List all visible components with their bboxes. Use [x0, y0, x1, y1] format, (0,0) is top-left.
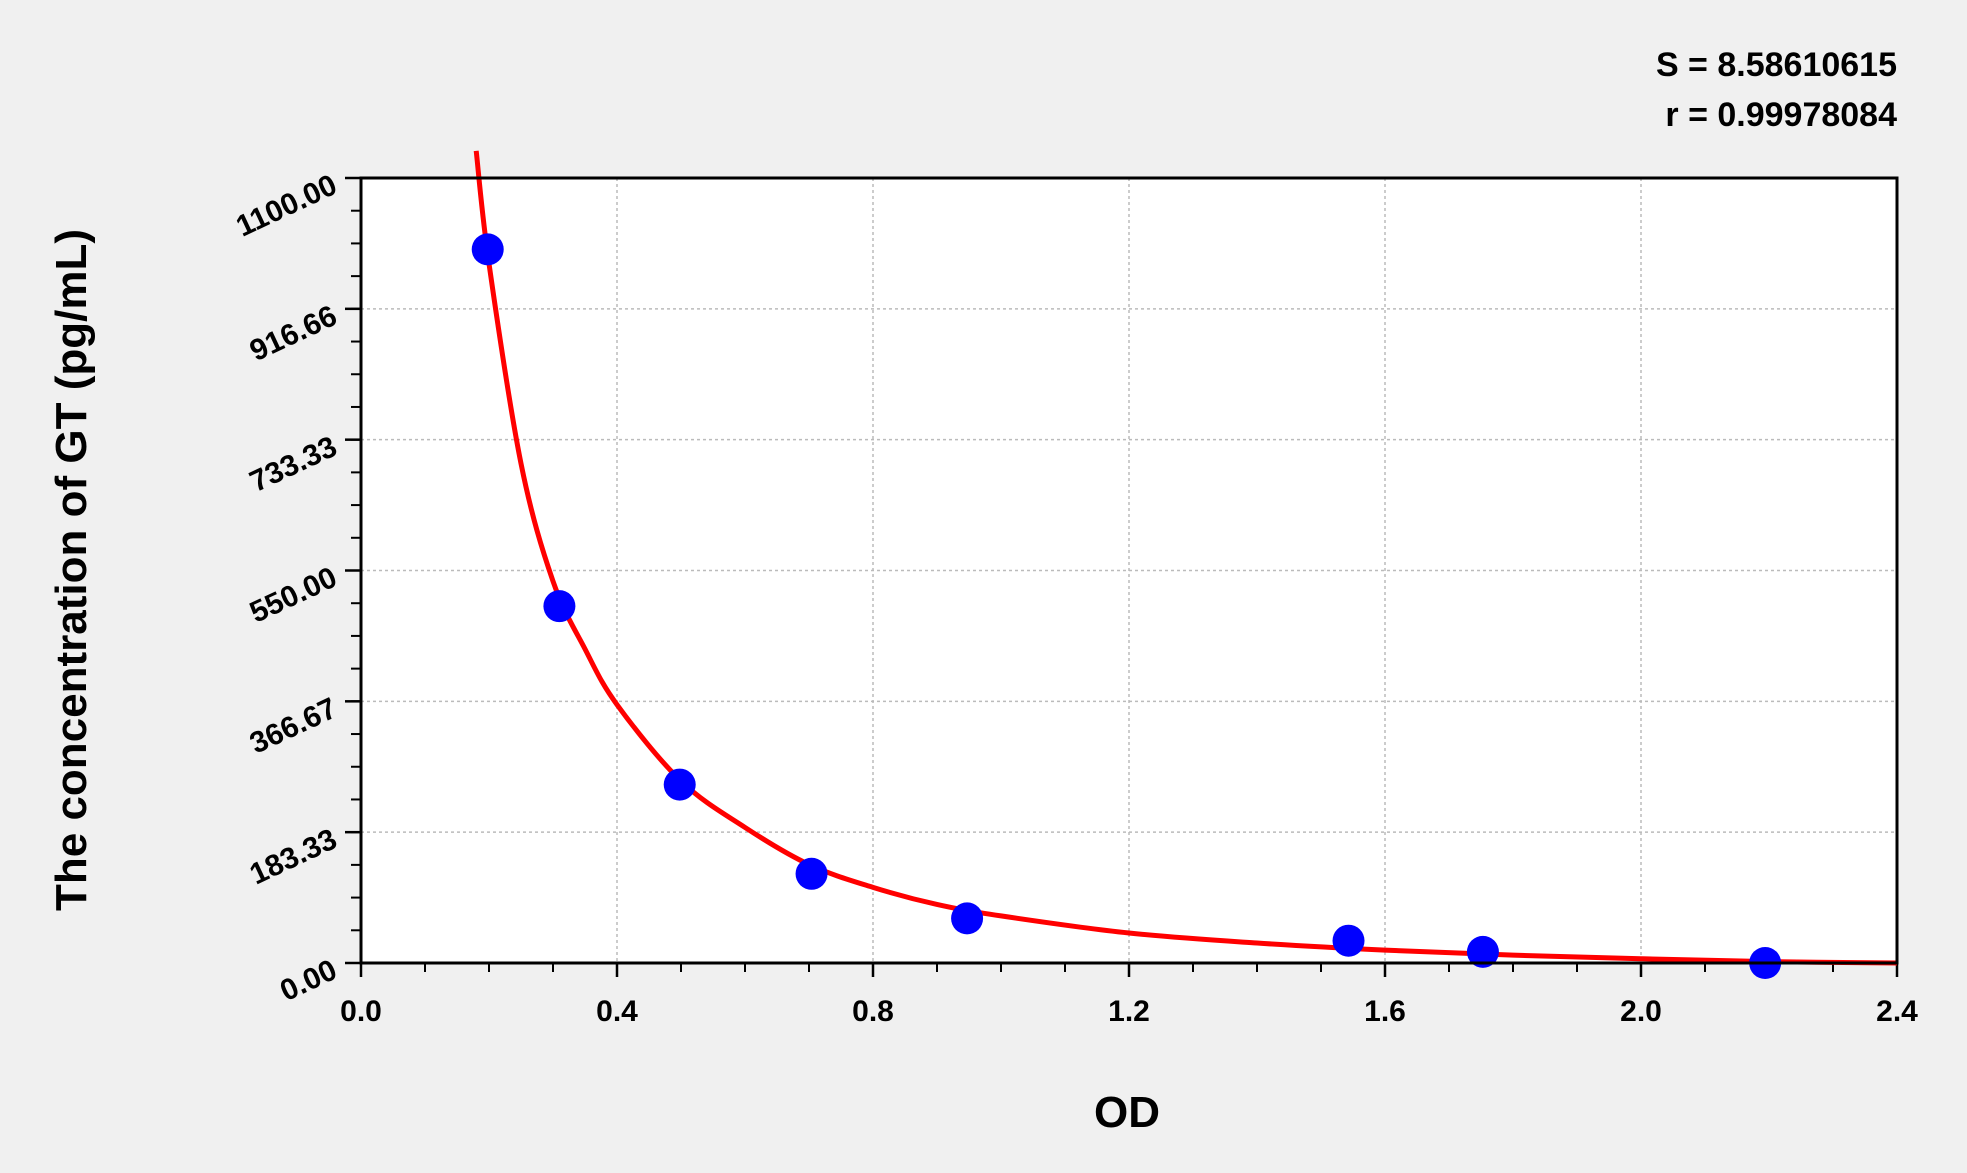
fit-curve [473, 150, 1898, 966]
y-tick-label: 183.33 [245, 823, 342, 892]
x-tick-label: 1.6 [1364, 995, 1406, 1028]
stat-s: S = 8.58610615 [1656, 46, 1897, 84]
data-points [471, 233, 1782, 979]
data-point [663, 768, 696, 801]
y-tick-label: 0.00 [275, 953, 342, 1008]
data-point [951, 902, 984, 935]
x-tick-label: 0.4 [596, 995, 638, 1028]
y-tick-label: 550.00 [245, 561, 342, 630]
y-tick-label: 916.66 [245, 299, 342, 368]
x-tick-labels: 0.0 0.4 0.8 1.2 1.6 2.0 2.4 [340, 995, 1918, 1028]
y-axis-label: The concentration of GT (pg/mL) [47, 229, 96, 911]
y-tick-label: 733.33 [245, 430, 342, 499]
stat-r: r = 0.99978084 [1665, 96, 1897, 134]
y-tick-labels: 0.00 183.33 366.67 550.00 733.33 916.66 1100.0… [231, 168, 342, 1008]
data-point [471, 233, 504, 266]
data-point [543, 590, 576, 623]
data-point [1466, 935, 1499, 968]
x-axis-label: OD [1094, 1088, 1160, 1137]
x-tick-label: 2.0 [1620, 995, 1662, 1028]
x-tick-label: 2.4 [1876, 995, 1918, 1028]
x-tick-label: 0.0 [340, 995, 382, 1028]
y-tick-label: 366.67 [245, 692, 342, 761]
x-tick-label: 0.8 [852, 995, 894, 1028]
data-point [1332, 924, 1365, 957]
plot-frame [359, 176, 1899, 965]
y-tick-label: 1100.00 [231, 168, 342, 243]
gridlines [361, 178, 1897, 963]
x-tick-label: 1.2 [1108, 995, 1150, 1028]
data-point [795, 857, 828, 890]
